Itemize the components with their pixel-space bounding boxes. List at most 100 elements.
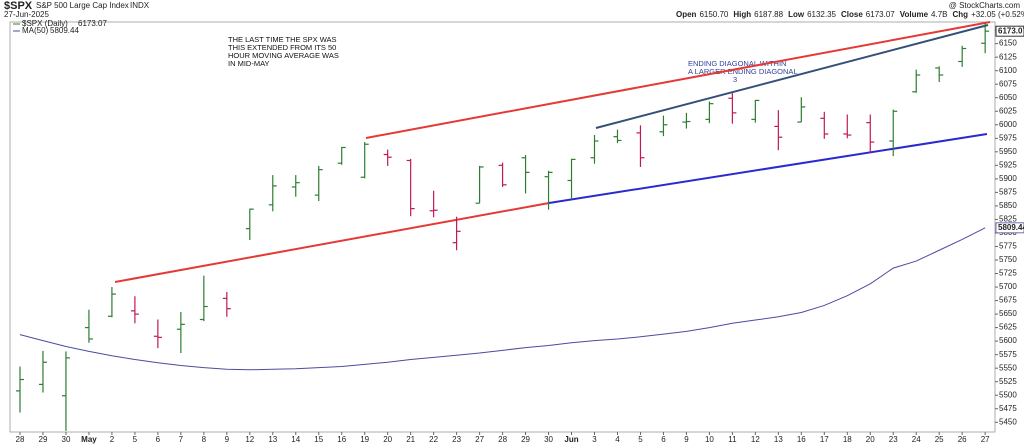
y-tick-label: 6000 (999, 120, 1017, 129)
legend-label: $SPX (Daily) (22, 19, 68, 28)
annotation: A LARGER ENDING DIAGONAL (688, 67, 798, 76)
y-tick-label: 5600 (999, 336, 1017, 345)
y-tick-label: 6125 (999, 52, 1017, 61)
x-tick-label: 12 (245, 435, 254, 444)
quote-value: 6150.70 (699, 10, 728, 19)
x-tick-label: 9 (684, 435, 689, 444)
quote-label: Chg (953, 10, 969, 19)
y-tick-label: 5950 (999, 147, 1017, 156)
trendline (548, 133, 988, 204)
y-tick-label: 6025 (999, 106, 1017, 115)
annotation: ENDING DIAGONAL WITHIN (688, 59, 786, 68)
y-tick-label: 5700 (999, 282, 1017, 291)
x-tick-label: 27 (475, 435, 484, 444)
quote-label: Open (676, 10, 697, 19)
trendline (365, 21, 991, 139)
quote-value: +32.05 (+0.52%) (971, 10, 1024, 19)
x-tick-label: 23 (889, 435, 898, 444)
x-tick-label: 16 (797, 435, 806, 444)
legend-value: 6173.07 (78, 19, 107, 28)
quote-label: Low (788, 10, 805, 19)
y-tick-label: 6075 (999, 79, 1017, 88)
x-tick-label: 29 (39, 435, 48, 444)
plot-frame (9, 21, 996, 433)
symbol: $SPX (4, 0, 33, 12)
trendline (595, 24, 989, 129)
x-tick-label: May (81, 435, 97, 444)
quote-label: Volume (900, 10, 929, 19)
x-tick-label: 10 (705, 435, 714, 444)
y-tick-label: 5925 (999, 160, 1017, 169)
x-tick-label: 15 (314, 435, 323, 444)
y-tick-label: 5725 (999, 269, 1017, 278)
x-tick-label: 20 (866, 435, 875, 444)
quote-label: Close (841, 10, 863, 19)
quote-value: 4.7B (931, 10, 947, 19)
x-tick-label: 30 (62, 435, 71, 444)
x-tick-label: 22 (429, 435, 438, 444)
x-tick-label: 13 (268, 435, 277, 444)
y-tick-label: 5900 (999, 174, 1017, 183)
annotation: 3 (733, 75, 737, 84)
price-tag-box (995, 25, 1024, 37)
x-tick-label: 6 (156, 435, 161, 444)
exchange: INDX (130, 1, 150, 10)
annotation: THE LAST TIME THE SPX WAS (228, 35, 337, 44)
x-tick-label: 29 (521, 435, 530, 444)
annotation: HOUR MOVING AVERAGE WAS (228, 51, 339, 60)
y-tick-label: 6050 (999, 93, 1017, 102)
y-tick-label: 5975 (999, 133, 1017, 142)
y-tick-label: 5875 (999, 187, 1017, 196)
legend-value: 5809.44 (50, 26, 79, 35)
x-tick-label: 28 (498, 435, 507, 444)
x-tick-label: 14 (291, 435, 300, 444)
moving-average (19, 227, 986, 371)
y-tick-label: 5775 (999, 242, 1017, 251)
price-tag: 6173.07 (998, 26, 1024, 35)
x-tick-label: 5 (133, 435, 138, 444)
x-tick-label: 8 (202, 435, 207, 444)
y-tick-label: 5650 (999, 309, 1017, 318)
quote-value: 6187.88 (754, 10, 783, 19)
y-tick-label: 5750 (999, 255, 1017, 264)
x-tick-label: 26 (958, 435, 967, 444)
x-tick-label: 3 (592, 435, 597, 444)
quote-value: 6173.07 (866, 10, 895, 19)
x-tick-label: 5 (638, 435, 643, 444)
y-tick-label: 6100 (999, 66, 1017, 75)
y-tick-label: 5550 (999, 363, 1017, 372)
x-tick-label: 11 (728, 435, 737, 444)
price-tag-box (995, 222, 1024, 234)
quote-value: 6132.35 (807, 10, 836, 19)
x-tick-label: 17 (820, 435, 829, 444)
x-tick-label: 25 (935, 435, 944, 444)
x-tick-label: 6 (661, 435, 666, 444)
y-tick-label: 5450 (999, 417, 1017, 426)
x-tick-label: 30 (544, 435, 553, 444)
annotation: THIS EXTENDED FROM ITS 50 (228, 43, 336, 52)
legend-label: MA(50) (22, 26, 49, 35)
x-tick-label: 9 (225, 435, 230, 444)
x-tick-label: Jun (564, 435, 578, 444)
x-tick-label: 18 (843, 435, 852, 444)
trendline (114, 202, 550, 283)
x-tick-label: 24 (912, 435, 921, 444)
x-tick-label: 16 (337, 435, 346, 444)
date: 27-Jun-2025 (4, 10, 49, 19)
x-tick-label: 7 (179, 435, 184, 444)
x-tick-label: 23 (452, 435, 461, 444)
annotation: IN MID-MAY (228, 59, 270, 68)
y-tick-label: 5525 (999, 377, 1017, 386)
x-tick-label: 12 (751, 435, 760, 444)
y-tick-label: 6150 (999, 39, 1017, 48)
y-tick-label: 5575 (999, 350, 1017, 359)
y-tick-label: 5850 (999, 201, 1017, 210)
quote: Open 6150.70 High 6187.88 Low 6132.35 Close 617… (676, 10, 1024, 19)
x-tick-label: 20 (383, 435, 392, 444)
x-tick-label: 28 (16, 435, 25, 444)
x-tick-label: 19 (360, 435, 369, 444)
x-tick-label: 27 (981, 435, 990, 444)
quote-label: High (733, 10, 751, 19)
y-tick-label: 5500 (999, 390, 1017, 399)
